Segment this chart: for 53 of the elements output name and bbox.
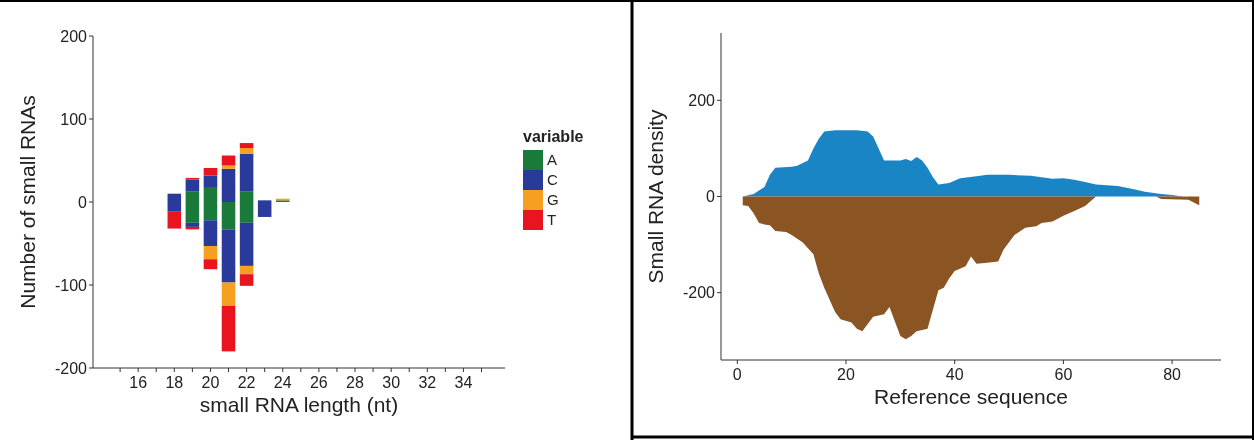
x-tick-label: 24 (273, 374, 292, 391)
x-tick-label: 20 (201, 374, 220, 391)
x-tick-label: 0 (732, 366, 742, 383)
x-axis-title: Reference sequence (874, 385, 1068, 408)
y-tick-label: 100 (60, 110, 88, 128)
y-axis-title: Small RNA density (644, 109, 667, 284)
x-tick-label: 32 (418, 374, 437, 391)
y-axis-title: Number of small RNAs (16, 95, 39, 309)
y-tick-label: -200 (682, 284, 716, 302)
bar (221, 229, 236, 283)
x-tick-label: 30 (382, 374, 401, 391)
x-tick-label: 22 (237, 374, 256, 391)
bar (221, 202, 236, 230)
x-tick-label: 80 (1163, 366, 1182, 383)
x-tick-label: 28 (346, 374, 365, 391)
bar (221, 282, 236, 306)
bar (203, 220, 218, 246)
bar (203, 175, 218, 188)
y-tick-label: 0 (706, 188, 716, 206)
bar (203, 167, 218, 176)
bar (239, 222, 254, 266)
x-tick-label: 60 (1054, 366, 1073, 383)
x-tick-label: 26 (309, 374, 328, 391)
bar (167, 211, 182, 229)
legend-label: G (547, 191, 559, 209)
x-tick-label: 34 (454, 374, 473, 391)
x-tick-label: 20 (837, 366, 855, 383)
bar (239, 153, 254, 192)
x-tick-label: 18 (165, 374, 184, 391)
y-tick-label: 200 (60, 27, 88, 45)
bar (221, 168, 236, 202)
bar (239, 265, 254, 275)
x-tick-label: 40 (945, 366, 964, 383)
bar (221, 165, 236, 169)
legend-label: C (547, 171, 558, 189)
legend-title: variable (523, 128, 584, 145)
bar (203, 245, 218, 260)
legend-label: T (547, 211, 557, 229)
y-tick-label: -100 (54, 276, 88, 294)
bar (257, 202, 272, 217)
bar (239, 148, 254, 154)
bar (185, 179, 200, 192)
bar (221, 305, 236, 352)
bar (239, 143, 254, 149)
bar (185, 222, 200, 227)
y-tick-label: 200 (688, 91, 716, 109)
y-tick-label: 0 (78, 193, 88, 211)
x-tick-label: 16 (129, 374, 148, 391)
legend-label: A (547, 151, 558, 169)
y-tick-label: -200 (54, 359, 88, 377)
bar (239, 274, 254, 286)
x-axis-title: small RNA length (nt) (199, 393, 399, 416)
bar (203, 259, 218, 270)
